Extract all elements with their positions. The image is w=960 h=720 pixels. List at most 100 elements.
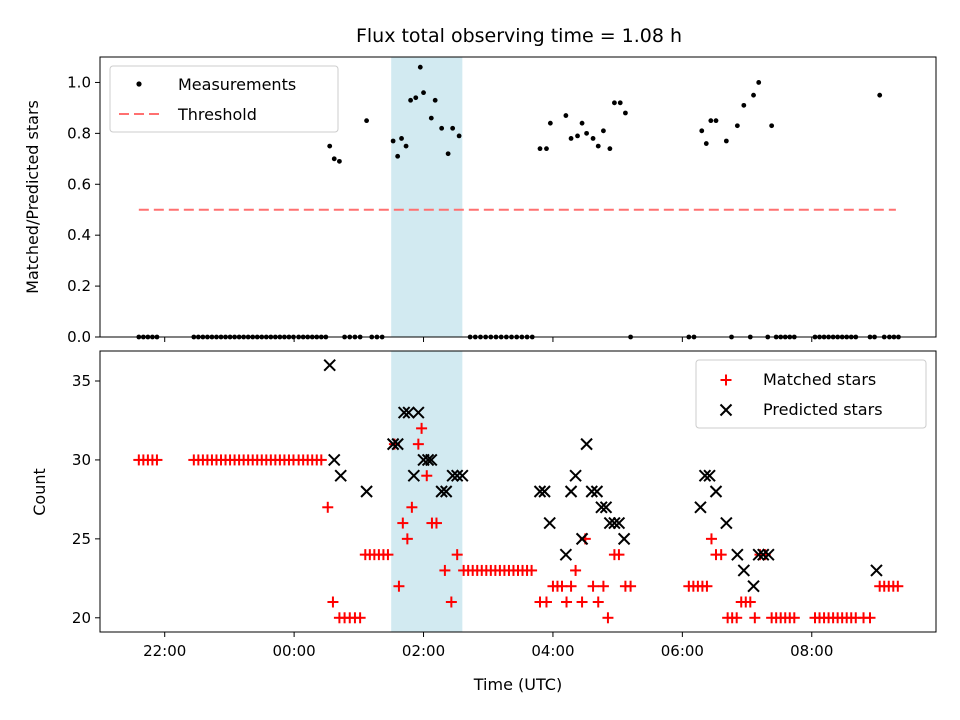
measurement-point xyxy=(607,146,613,152)
predicted-star-point xyxy=(612,516,626,530)
matched-star-point xyxy=(788,612,800,624)
top-y-tick-label: 0.4 xyxy=(67,226,91,244)
matched-star-point xyxy=(705,533,717,545)
matched-star-point xyxy=(401,533,413,545)
matched-star-point xyxy=(701,580,713,592)
measurement-point xyxy=(568,136,574,141)
measurement-point xyxy=(584,130,589,136)
legend-matched-marker xyxy=(720,374,732,386)
matched-star-point xyxy=(587,580,599,592)
measurement-point xyxy=(327,143,333,149)
measurement-point xyxy=(769,123,775,129)
top-legend-box xyxy=(109,65,339,133)
matched-star-point xyxy=(565,580,577,592)
matched-star-point xyxy=(439,564,451,576)
top-panel: Flux total observing time = 1.08 h 0.0 0.… xyxy=(23,25,937,346)
predicted-star-point xyxy=(757,548,770,561)
bottom-x-tick-label: 02:00 xyxy=(402,642,445,660)
matched-star-point xyxy=(421,470,433,482)
predicted-star-point xyxy=(603,516,617,530)
bottom-x-tick-label: 06:00 xyxy=(661,642,704,660)
predicted-star-point xyxy=(421,453,435,467)
matched-star-point xyxy=(322,501,334,513)
measurement-point xyxy=(399,136,404,141)
matched-star-point xyxy=(397,517,409,529)
measurement-point xyxy=(699,128,705,134)
top-y-axis-label: Matched/Predicted stars xyxy=(23,100,42,294)
predicted-star-point xyxy=(575,532,589,546)
top-y-axis-ticks: 0.0 0.2 0.4 0.6 0.8 1.0 xyxy=(67,73,100,346)
predicted-star-point xyxy=(590,485,604,498)
matched-star-point xyxy=(540,596,552,608)
measurement-point xyxy=(456,133,462,139)
matched-star-point xyxy=(597,580,609,592)
predicted-star-point xyxy=(397,406,411,419)
top-x-axis-ticks xyxy=(164,337,813,342)
bottom-x-tick-label: 04:00 xyxy=(531,642,574,660)
top-chart-title: Flux total observing time = 1.08 h xyxy=(356,25,682,47)
predicted-star-point xyxy=(456,469,469,482)
matched-star-point xyxy=(715,549,727,561)
predicted-star-point xyxy=(585,485,598,498)
top-plot-frame xyxy=(99,56,937,338)
predicted-star-point xyxy=(538,485,551,498)
matched-star-point xyxy=(613,549,625,561)
measurement-point xyxy=(331,156,337,162)
measurement-point xyxy=(723,138,729,144)
legend-x-glyph xyxy=(719,403,733,417)
measurement-point xyxy=(450,125,456,131)
matched-star-point xyxy=(561,596,573,608)
matched-star-point xyxy=(570,564,582,576)
legend-threshold-label: Threshold xyxy=(177,105,257,124)
predicted-star-point xyxy=(360,485,373,498)
count-markers xyxy=(133,359,904,624)
measurement-point xyxy=(413,95,419,101)
measurement-point xyxy=(877,92,883,98)
measurement-point xyxy=(395,153,401,159)
predicted-star-point xyxy=(617,532,631,546)
predicted-star-point xyxy=(450,469,464,482)
predicted-star-point xyxy=(752,548,765,561)
predicted-star-point xyxy=(703,469,716,482)
predicted-star-point xyxy=(407,469,421,482)
predicted-star-point xyxy=(543,516,556,530)
bottom-y-tick-label: 25 xyxy=(72,530,91,548)
top-y-tick-label: 0.8 xyxy=(67,124,91,142)
measurement-point xyxy=(563,113,569,118)
matched-star-point xyxy=(744,596,756,608)
matched-star-point xyxy=(416,422,428,434)
measurement-point xyxy=(439,125,445,131)
measurement-point xyxy=(595,143,601,149)
top-legend: Measurements Threshold xyxy=(109,65,339,133)
top-y-tick-label: 0.2 xyxy=(67,277,91,295)
matched-star-point xyxy=(406,501,418,513)
predicted-star-point xyxy=(709,485,723,498)
measurement-point xyxy=(741,102,747,108)
measurement-point xyxy=(408,97,413,103)
bottom-x-tick-label: 00:00 xyxy=(273,642,316,660)
bottom-legend-box xyxy=(695,359,927,429)
predicted-star-point xyxy=(694,501,707,514)
predicted-star-point xyxy=(435,485,448,498)
bottom-x-tick-label: 22:00 xyxy=(143,642,186,660)
measurement-point xyxy=(713,118,719,124)
predicted-star-point xyxy=(386,437,400,451)
bottom-plot-frame xyxy=(99,350,937,633)
measurement-point xyxy=(428,115,434,121)
predicted-star-point xyxy=(412,406,425,419)
predicted-star-point xyxy=(599,501,613,514)
measurement-point xyxy=(612,100,617,106)
measurement-point xyxy=(364,118,369,124)
predicted-star-point xyxy=(608,516,621,530)
matched-star-point xyxy=(731,612,743,624)
matched-star-point xyxy=(445,596,457,608)
top-y-tick-label: 0.0 xyxy=(67,328,91,346)
matched-star-point xyxy=(451,549,463,561)
legend-measurements-marker xyxy=(136,81,142,87)
predicted-star-point xyxy=(698,469,712,482)
measurement-point xyxy=(390,138,396,144)
matched-star-point xyxy=(151,454,163,466)
top-highlight-span xyxy=(391,57,463,337)
matched-star-point xyxy=(382,549,394,561)
